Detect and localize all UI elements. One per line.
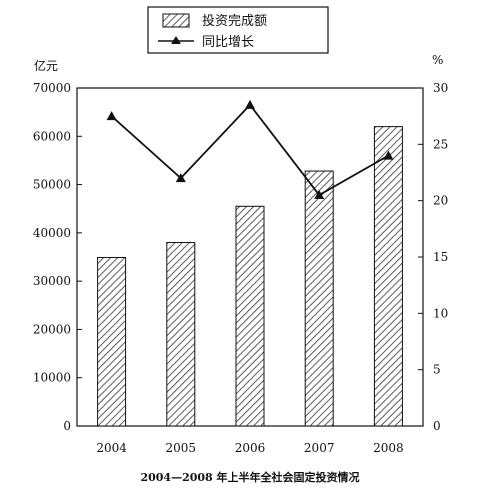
right-tick-label: 10 (433, 306, 448, 320)
bar-2005 (166, 242, 196, 427)
right-tick-label: 5 (433, 363, 441, 377)
bar-series (97, 126, 403, 427)
growth-point-2004 (106, 111, 117, 121)
left-tick-label: 60000 (33, 129, 71, 143)
right-tick-label: 0 (433, 419, 441, 433)
growth-line (110, 103, 389, 197)
x-tick-label: 2006 (235, 441, 266, 455)
right-axis-ticks: 0 5 10 15 20 25 30 (418, 81, 448, 433)
line-series (106, 99, 394, 200)
right-axis-unit: % (432, 53, 443, 67)
bar-2008 (373, 126, 403, 427)
left-tick-label: 70000 (33, 81, 71, 95)
x-tick-label: 2004 (96, 441, 127, 455)
x-tick-label: 2008 (373, 441, 404, 455)
bar-2006 (235, 205, 265, 427)
left-tick-label: 40000 (33, 226, 71, 240)
right-tick-label: 30 (433, 81, 448, 95)
chart-caption: 2004—2008 年上半年全社会固定投资情况 (140, 470, 359, 484)
legend-bar-label: 投资完成额 (202, 13, 267, 29)
left-tick-label: 0 (63, 419, 71, 433)
left-tick-label: 50000 (33, 178, 71, 192)
left-tick-label: 10000 (33, 371, 71, 385)
right-tick-label: 25 (433, 137, 448, 151)
bar-2007 (304, 170, 334, 427)
left-tick-label: 20000 (33, 322, 71, 336)
growth-point-2006 (245, 99, 255, 109)
legend-line-marker (171, 36, 181, 44)
right-tick-label: 20 (433, 194, 448, 208)
bar-2004 (97, 256, 127, 427)
left-axis-unit: 亿元 (34, 58, 58, 73)
growth-point-2007 (314, 190, 325, 200)
left-axis-ticks: 0 10000 20000 30000 40000 50000 60000 70000 (33, 81, 82, 433)
growth-point-2005 (175, 173, 186, 183)
legend-bar-swatch (162, 13, 190, 28)
legend-line-label: 同比增长 (202, 35, 254, 50)
x-axis-labels: 2004 2005 2006 2007 2008 (96, 441, 403, 455)
x-tick-label: 2007 (304, 441, 335, 455)
growth-point-2008 (383, 150, 394, 160)
right-tick-label: 15 (433, 250, 448, 264)
left-tick-label: 30000 (33, 274, 71, 288)
legend: 投资完成额 同比增长 (147, 6, 329, 54)
x-tick-label: 2005 (166, 441, 197, 455)
